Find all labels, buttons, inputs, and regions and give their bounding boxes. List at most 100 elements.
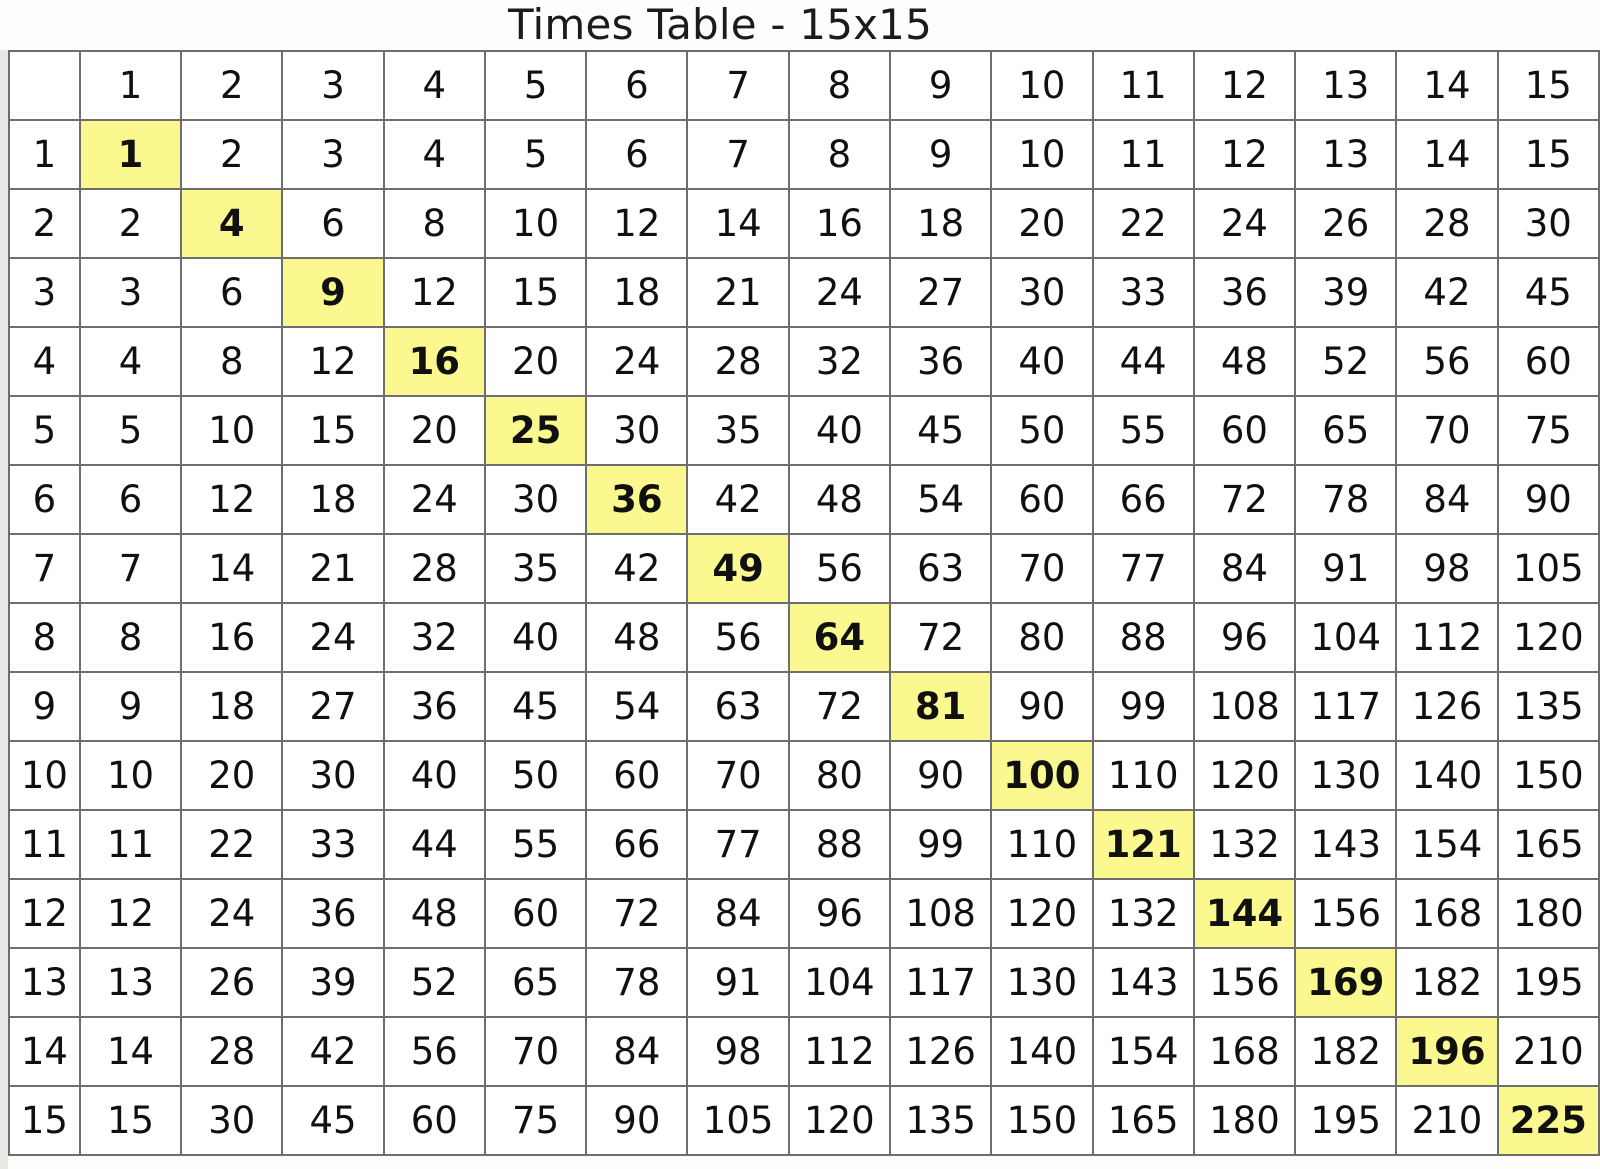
column-header-11: 11	[1091, 50, 1195, 121]
product-cell-12x5: 60	[483, 878, 588, 949]
product-cell-15x3: 45	[281, 1085, 385, 1156]
column-header-7: 7	[686, 50, 790, 121]
product-cell-8x11: 88	[1091, 602, 1195, 673]
product-cell-5x10: 50	[990, 395, 1094, 466]
product-cell-14x7: 98	[686, 1016, 790, 1087]
product-cell-13x5: 65	[483, 947, 588, 1018]
product-cell-6x8: 48	[787, 464, 892, 535]
product-cell-13x10: 130	[990, 947, 1094, 1018]
product-cell-10x4: 40	[382, 740, 486, 811]
table-row: 3 3 6 9 12 15 18 21 24 27 30 33 36 39 42 45	[8, 257, 1600, 328]
row-header-8: 8	[8, 602, 81, 673]
product-cell-4x8: 32	[787, 326, 892, 397]
column-header-8: 8	[787, 50, 892, 121]
product-cell-6x10: 60	[990, 464, 1094, 535]
product-cell-6x4: 24	[382, 464, 486, 535]
product-cell-diagonal-9x9: 81	[889, 671, 993, 742]
product-cell-2x10: 20	[990, 188, 1094, 259]
product-cell-9x3: 27	[281, 671, 385, 742]
product-cell-1x8: 8	[787, 119, 892, 190]
product-cell-10x1: 10	[78, 740, 183, 811]
product-cell-8x14: 112	[1395, 602, 1499, 673]
product-cell-7x11: 77	[1091, 533, 1195, 604]
product-cell-10x11: 110	[1091, 740, 1195, 811]
product-cell-7x2: 14	[180, 533, 284, 604]
row-header-5: 5	[8, 395, 81, 466]
product-cell-2x6: 12	[585, 188, 689, 259]
column-header-row: 1 2 3 4 5 6 7 8 9 10 11 12 13 14 15	[8, 50, 1600, 121]
product-cell-3x14: 42	[1395, 257, 1499, 328]
product-cell-2x7: 14	[686, 188, 790, 259]
product-cell-2x9: 18	[889, 188, 993, 259]
product-cell-6x9: 54	[889, 464, 993, 535]
product-cell-10x13: 130	[1294, 740, 1398, 811]
product-cell-10x8: 80	[787, 740, 892, 811]
product-cell-11x6: 66	[585, 809, 689, 880]
product-cell-3x7: 21	[686, 257, 790, 328]
product-cell-15x5: 75	[483, 1085, 588, 1156]
product-cell-3x9: 27	[889, 257, 993, 328]
product-cell-8x6: 48	[585, 602, 689, 673]
left-edge-strip	[0, 50, 8, 1169]
product-cell-10x12: 120	[1192, 740, 1297, 811]
product-cell-1x6: 6	[585, 119, 689, 190]
product-cell-5x14: 70	[1395, 395, 1499, 466]
product-cell-9x12: 108	[1192, 671, 1297, 742]
product-cell-2x4: 8	[382, 188, 486, 259]
product-cell-13x12: 156	[1192, 947, 1297, 1018]
product-cell-7x3: 21	[281, 533, 385, 604]
product-cell-2x1: 2	[78, 188, 183, 259]
product-cell-14x3: 42	[281, 1016, 385, 1087]
product-cell-14x12: 168	[1192, 1016, 1297, 1087]
product-cell-5x15: 75	[1496, 395, 1600, 466]
product-cell-11x3: 33	[281, 809, 385, 880]
column-header-4: 4	[382, 50, 486, 121]
product-cell-15x2: 30	[180, 1085, 284, 1156]
product-cell-15x4: 60	[382, 1085, 486, 1156]
product-cell-6x14: 84	[1395, 464, 1499, 535]
product-cell-10x3: 30	[281, 740, 385, 811]
product-cell-6x5: 30	[483, 464, 588, 535]
product-cell-2x14: 28	[1395, 188, 1499, 259]
times-table-container: 1 2 3 4 5 6 7 8 9 10 11 12 13 14 15 1 1 2 3 4 5 6 7 8 9 10 11 12 13…	[8, 50, 1600, 1169]
product-cell-5x8: 40	[787, 395, 892, 466]
product-cell-15x1: 15	[78, 1085, 183, 1156]
product-cell-7x8: 56	[787, 533, 892, 604]
product-cell-3x1: 3	[78, 257, 183, 328]
product-cell-1x7: 7	[686, 119, 790, 190]
product-cell-13x1: 13	[78, 947, 183, 1018]
row-header-10: 10	[8, 740, 81, 811]
product-cell-1x15: 15	[1496, 119, 1600, 190]
row-header-12: 12	[8, 878, 81, 949]
product-cell-1x11: 11	[1091, 119, 1195, 190]
table-header: 1 2 3 4 5 6 7 8 9 10 11 12 13 14 15	[8, 50, 1600, 121]
product-cell-diagonal-5x5: 25	[483, 395, 588, 466]
product-cell-8x13: 104	[1294, 602, 1398, 673]
page-title: Times Table - 15x15	[507, 0, 933, 49]
row-header-2: 2	[8, 188, 81, 259]
product-cell-12x10: 120	[990, 878, 1094, 949]
product-cell-9x5: 45	[483, 671, 588, 742]
product-cell-1x5: 5	[483, 119, 588, 190]
product-cell-4x13: 52	[1294, 326, 1398, 397]
row-header-3: 3	[8, 257, 81, 328]
product-cell-5x4: 20	[382, 395, 486, 466]
product-cell-14x2: 28	[180, 1016, 284, 1087]
product-cell-diagonal-2x2: 4	[180, 188, 284, 259]
product-cell-5x1: 5	[78, 395, 183, 466]
product-cell-13x6: 78	[585, 947, 689, 1018]
product-cell-14x4: 56	[382, 1016, 486, 1087]
product-cell-14x15: 210	[1496, 1016, 1600, 1087]
product-cell-15x9: 135	[889, 1085, 993, 1156]
product-cell-15x13: 195	[1294, 1085, 1398, 1156]
product-cell-6x15: 90	[1496, 464, 1600, 535]
product-cell-14x6: 84	[585, 1016, 689, 1087]
product-cell-2x5: 10	[483, 188, 588, 259]
product-cell-12x9: 108	[889, 878, 993, 949]
product-cell-diagonal-14x14: 196	[1395, 1016, 1499, 1087]
product-cell-diagonal-6x6: 36	[585, 464, 689, 535]
product-cell-13x7: 91	[686, 947, 790, 1018]
row-header-9: 9	[8, 671, 81, 742]
product-cell-11x1: 11	[78, 809, 183, 880]
